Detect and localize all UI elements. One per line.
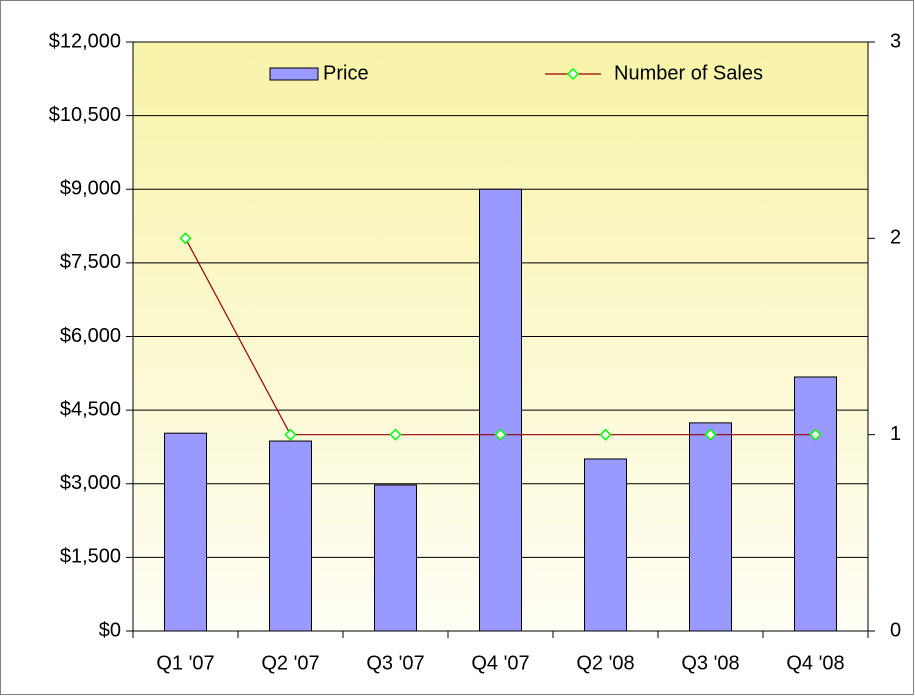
x-tick-label: Q3 '08: [681, 652, 739, 674]
bar: [164, 432, 207, 632]
x-tick-label: Q1 '07: [156, 652, 214, 674]
y-tick-label: $3,000: [60, 472, 121, 494]
y2-tick-label: 3: [890, 30, 901, 52]
x-tick-label: Q4 '08: [786, 652, 844, 674]
bar: [584, 458, 627, 632]
legend-label: Number of Sales: [614, 62, 763, 84]
x-tick-label: Q4 '07: [471, 652, 529, 674]
x-tick-label: Q2 '07: [261, 652, 319, 674]
legend-marker: [566, 67, 580, 81]
y-tick-label: $9,000: [60, 178, 121, 200]
y-tick-label: $4,500: [60, 398, 121, 420]
y2-tick-label: 0: [890, 619, 901, 641]
legend-swatch: [269, 67, 319, 81]
y-tick-label: $7,500: [60, 251, 121, 273]
bar: [479, 188, 522, 632]
bar: [269, 440, 312, 632]
y2-tick-label: 2: [890, 227, 901, 249]
x-tick-label: Q2 '08: [576, 652, 634, 674]
y-tick-label: $1,500: [60, 546, 121, 568]
marker: [599, 428, 612, 441]
marker: [179, 232, 192, 245]
marker: [809, 428, 822, 441]
legend-label: Price: [323, 62, 369, 84]
marker: [494, 428, 507, 441]
marker: [704, 428, 717, 441]
y-tick-label: $0: [99, 619, 121, 641]
bar: [794, 376, 837, 632]
bar: [689, 422, 732, 632]
marker: [284, 428, 297, 441]
marker: [389, 428, 402, 441]
y-tick-label: $6,000: [60, 325, 121, 347]
bar: [374, 484, 417, 632]
x-tick-label: Q3 '07: [366, 652, 424, 674]
y-tick-label: $10,500: [49, 104, 121, 126]
y-tick-label: $12,000: [49, 30, 121, 52]
y2-tick-label: 1: [890, 423, 901, 445]
